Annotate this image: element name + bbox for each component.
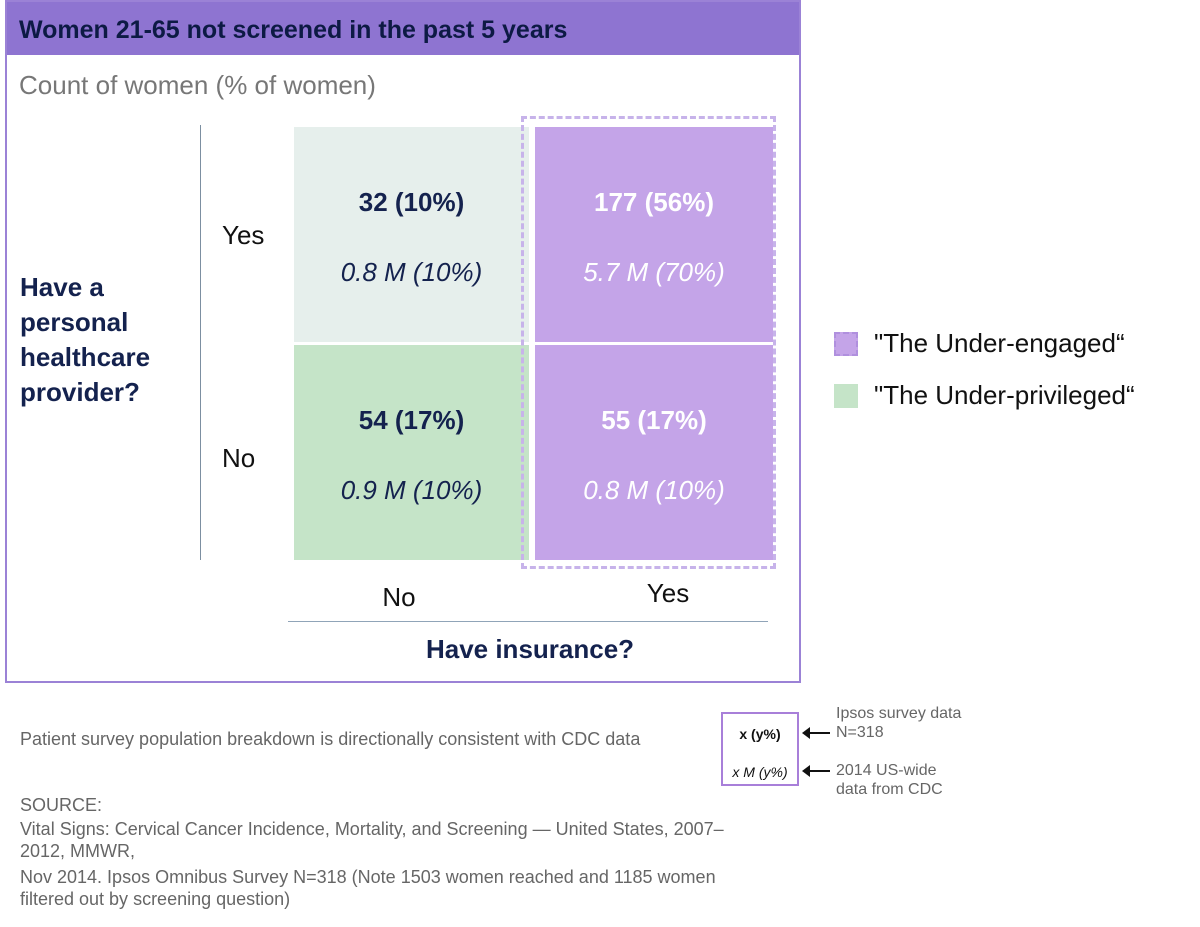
arrow-left-icon: [802, 765, 830, 777]
source-line-2: Nov 2014. Ipsos Omnibus Survey N=318 (No…: [20, 867, 716, 909]
cdc-value: 5.7 M (70%): [583, 257, 725, 287]
legend-label: "The Under-engaged“: [874, 328, 1125, 358]
row-label-yes: Yes: [222, 220, 265, 250]
row-axis-line: [200, 125, 201, 560]
chart-title: Women 21-65 not screened in the past 5 y…: [7, 2, 799, 55]
key-survey-format: x (y%): [739, 726, 781, 742]
source-label: SOURCE:: [20, 795, 103, 815]
cell-provider-no-insurance-yes: 55 (17%) 0.8 M (10%): [535, 345, 773, 560]
survey-value: 177 (56%): [594, 187, 714, 217]
survey-value: 32 (10%): [358, 187, 465, 217]
legend-label: "The Under-privileged“: [874, 380, 1135, 410]
chart-subtitle: Count of women (% of women): [19, 70, 376, 100]
col-axis-line: [288, 621, 768, 622]
cell-provider-no-insurance-no: 54 (17%) 0.9 M (10%): [294, 345, 529, 560]
col-axis-title: Have insurance?: [425, 634, 635, 664]
footnote-note: Patient survey population breakdown is d…: [20, 729, 641, 749]
cdc-value: 0.8 M (10%): [340, 257, 483, 287]
key-note-cdc: 2014 US-wide data from CDC: [836, 762, 943, 798]
legend-swatch: [834, 384, 858, 408]
source-line-1: Vital Signs: Cervical Cancer Incidence, …: [20, 819, 724, 861]
cdc-value: 0.9 M (10%): [340, 475, 483, 505]
cell-provider-yes-insurance-no: 32 (10%) 0.8 M (10%): [294, 127, 529, 342]
row-label-no: No: [222, 443, 256, 473]
arrow-left-icon: [802, 727, 830, 739]
under-engaged-highlight: [521, 116, 776, 569]
col-label-no: No: [382, 582, 416, 612]
key-cdc-format: x M (y%): [732, 764, 788, 780]
cell-provider-yes-insurance-yes: 177 (56%) 5.7 M (70%): [535, 127, 773, 342]
key-note-survey: Ipsos survey data N=318: [836, 705, 962, 741]
survey-value: 54 (17%): [358, 405, 465, 435]
cdc-value: 0.8 M (10%): [583, 475, 725, 505]
col-label-yes: Yes: [646, 578, 690, 608]
row-axis-title: Have a personal healthcare provider?: [20, 272, 151, 407]
legend-swatch: [834, 332, 858, 356]
survey-value: 55 (17%): [601, 405, 707, 435]
value-key: x (y%) x M (y%): [721, 712, 799, 786]
